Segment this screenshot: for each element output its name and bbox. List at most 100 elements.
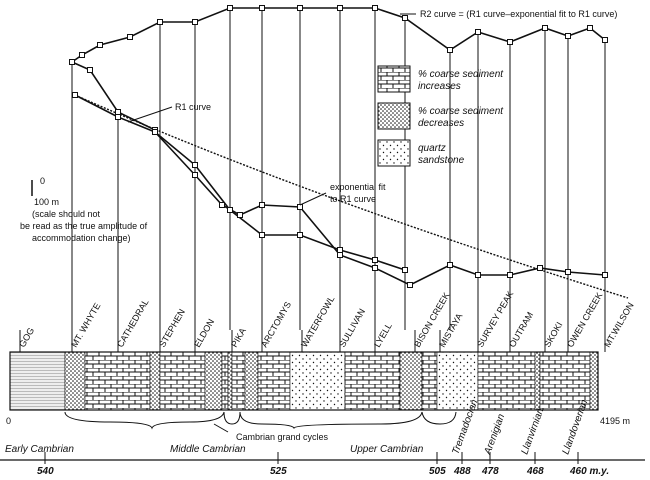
curve-marker: [407, 282, 413, 288]
curve-marker: [259, 232, 265, 238]
pointer: [127, 106, 173, 123]
curve-marker: [372, 5, 378, 11]
legend-label: quartz: [418, 143, 446, 154]
curve-marker: [587, 25, 593, 31]
formation-label: MT.WILSON: [602, 301, 636, 349]
curve-marker: [402, 267, 408, 273]
curve-marker: [152, 129, 158, 135]
formation-label: MT. WHYTE: [69, 301, 102, 349]
r2-label: R2 curve = (R1 curve–exponential fit to …: [420, 9, 617, 19]
formation-label: STEPHEN: [157, 307, 187, 349]
curve-marker: [565, 269, 571, 275]
curve-marker: [237, 212, 243, 218]
curve-marker: [372, 265, 378, 271]
formation-label: ARCTOMYS: [259, 300, 293, 349]
curve-marker: [447, 262, 453, 268]
scale-zero: 0: [40, 176, 45, 186]
scale: 0 100 m (scale should not be read as the…: [20, 176, 148, 243]
column-segment: [257, 351, 291, 411]
legend-swatch: [377, 102, 411, 130]
age-label: 525: [270, 466, 287, 477]
formation-label: MISTAYA: [437, 312, 464, 349]
column-segment: [9, 351, 66, 411]
curve-marker: [259, 5, 265, 11]
formation-label: WATERFOWL: [299, 294, 336, 349]
period-label: Llanvirnian: [519, 406, 546, 456]
age-label: 468: [526, 466, 544, 477]
curve-marker: [227, 5, 233, 11]
legend-label: decreases: [418, 118, 464, 129]
column-segment: [589, 351, 599, 411]
age-label: 488: [453, 466, 471, 477]
stratigraphic-column: [9, 330, 606, 411]
legend-swatch: [377, 65, 411, 93]
column-segment: [231, 351, 246, 411]
age-label: 540: [37, 466, 54, 477]
legend-label: sandstone: [418, 155, 465, 166]
curve-marker: [69, 59, 75, 65]
column-segment: [344, 351, 401, 411]
legend-label: % coarse sediment: [418, 69, 504, 80]
formation-label: ELDON: [192, 317, 216, 349]
curve-marker: [475, 272, 481, 278]
column-segment: [149, 351, 161, 411]
curve-marker: [115, 109, 121, 115]
column-segment: [221, 351, 229, 411]
curve-marker: [259, 202, 265, 208]
age-label: 505: [429, 466, 446, 477]
period-label: Upper Cambrian: [350, 444, 424, 455]
curve-marker: [192, 19, 198, 25]
formation-label: OWEN CREEK: [565, 291, 604, 349]
curve-marker: [507, 272, 513, 278]
curve-marker: [157, 19, 163, 25]
column-segment: [421, 351, 438, 411]
formation-label: GOG: [17, 326, 36, 349]
curve-marker: [337, 252, 343, 258]
age-label: 460 m.y.: [569, 466, 609, 477]
curve-marker: [447, 47, 453, 53]
legend-swatch: [377, 139, 411, 167]
column-segment: [244, 351, 259, 411]
curve-marker: [297, 204, 303, 210]
curve-marker: [337, 247, 343, 253]
column-segment: [477, 351, 536, 411]
curve-marker: [87, 67, 93, 73]
upper-left-curve: [71, 61, 156, 131]
curve-marker: [192, 172, 198, 178]
exp-fit-label: to R1 curve: [330, 194, 376, 204]
exp-fit-label: exponential fit: [330, 182, 386, 192]
curve-marker: [115, 114, 121, 120]
curve-marker: [602, 37, 608, 43]
section-end: 4195 m: [600, 416, 630, 426]
period-label: Arenigian: [482, 412, 507, 457]
curve-marker: [602, 272, 608, 278]
pointer: [299, 192, 327, 206]
legend: % coarse sediment increases % coarse sed…: [377, 65, 504, 167]
curve-marker: [537, 265, 543, 271]
formation-label: OUTRAM: [507, 310, 535, 349]
curve-marker: [565, 33, 571, 39]
r1-label: R1 curve: [175, 102, 211, 112]
column-segment: [204, 351, 223, 411]
formation-label: SULLIVAN: [337, 307, 367, 349]
curve-marker: [192, 162, 198, 168]
curve-marker: [97, 42, 103, 48]
column-border: [9, 351, 599, 411]
curve-marker: [72, 92, 78, 98]
curve-marker: [297, 232, 303, 238]
legend-label: increases: [418, 81, 461, 92]
legend-label: % coarse sediment: [418, 106, 504, 117]
column-segment: [534, 351, 541, 411]
verticals: [71, 8, 606, 330]
cycles-label: Cambrian grand cycles: [236, 432, 329, 442]
scale-hundred: 100 m: [34, 197, 59, 207]
curves: [69, 5, 629, 330]
age-label: 478: [481, 466, 499, 477]
period-label: Middle Cambrian: [170, 444, 246, 455]
curve-marker: [507, 39, 513, 45]
curve-marker: [372, 257, 378, 263]
column-segment: [227, 351, 233, 411]
section-start: 0: [6, 416, 11, 426]
curve-marker: [402, 15, 408, 21]
